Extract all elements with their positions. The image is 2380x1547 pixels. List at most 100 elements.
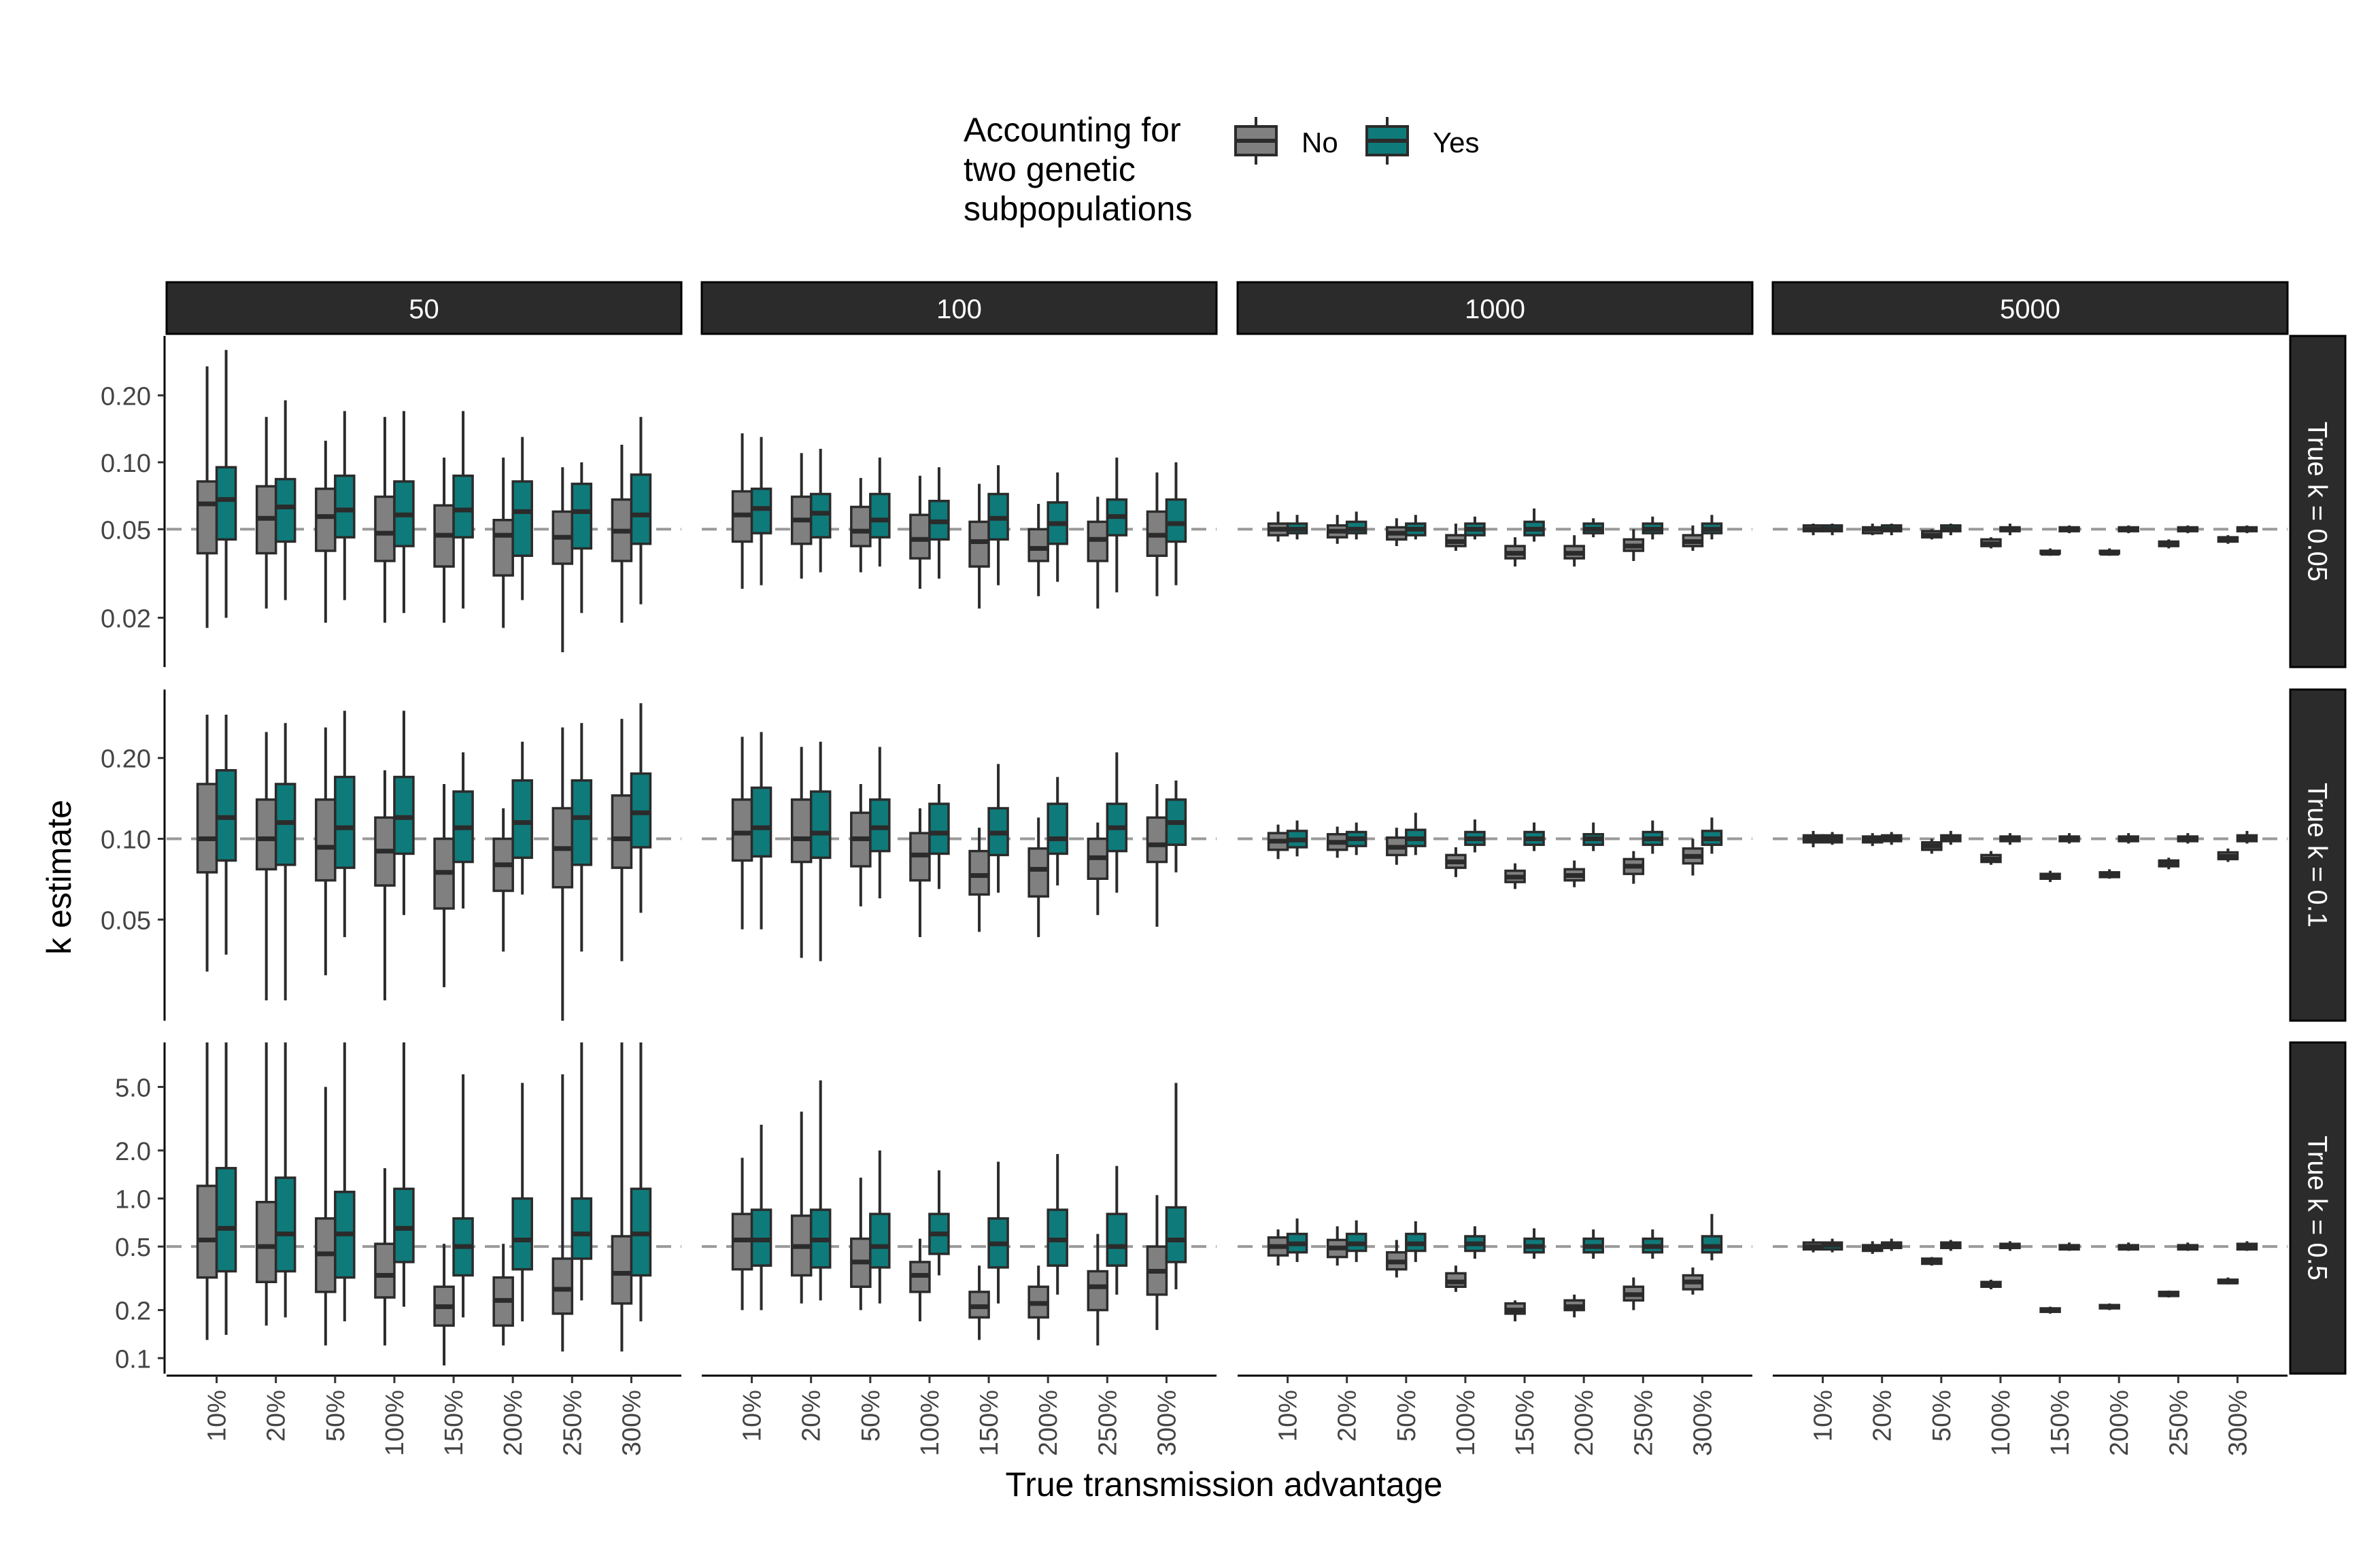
- box-no: [255, 1200, 277, 1284]
- box-no: [492, 519, 514, 577]
- box-no: [255, 798, 277, 871]
- x-tick-label: 300%: [1688, 1390, 1717, 1456]
- box-yes: [1165, 1206, 1187, 1263]
- legend-label-yes: Yes: [1433, 126, 1480, 158]
- x-tick-label: 250%: [2164, 1390, 2193, 1456]
- x-tick-label: 150%: [1511, 1390, 1540, 1456]
- facet-strip-row: [2289, 335, 2347, 668]
- x-tick-label: 10%: [203, 1390, 232, 1442]
- box-no: [315, 488, 337, 552]
- legend-title-line-1: Accounting for: [964, 111, 1181, 149]
- box-yes: [274, 477, 296, 543]
- box-yes: [750, 786, 772, 858]
- facet-strip-row: [2289, 688, 2347, 1022]
- box-yes: [511, 779, 533, 860]
- x-tick-label: 20%: [1869, 1390, 1897, 1442]
- x-tick-label: 250%: [558, 1390, 587, 1456]
- legend-key-yes: [1365, 117, 1409, 165]
- box-yes: [928, 802, 950, 855]
- box-yes: [571, 779, 593, 866]
- facet-strip-row-label: True k = 0.05: [2302, 422, 2332, 581]
- y-tick-label: 0.1: [115, 1345, 151, 1374]
- box-no: [374, 1242, 396, 1299]
- x-tick-label: 300%: [2224, 1390, 2252, 1456]
- box-no: [196, 1185, 218, 1279]
- box-yes: [1047, 802, 1068, 855]
- x-tick-label: 150%: [440, 1390, 469, 1456]
- facet-strip-label: 100: [936, 294, 982, 324]
- box-no: [850, 505, 872, 547]
- box-no: [551, 1257, 574, 1315]
- facet-strip-column: [700, 281, 1218, 335]
- facet-strip-label: 50: [409, 294, 439, 324]
- box-yes: [334, 775, 356, 869]
- box-no: [196, 783, 218, 874]
- facet-strip-column: [1236, 281, 1754, 335]
- x-tick-label: 20%: [798, 1390, 826, 1442]
- x-tick-label: 10%: [1274, 1390, 1303, 1442]
- y-tick-label: 5.0: [115, 1074, 151, 1102]
- box-yes: [511, 1197, 533, 1271]
- box-yes: [809, 492, 832, 539]
- x-tick-label: 200%: [2105, 1390, 2134, 1456]
- x-tick-label: 50%: [1393, 1390, 1421, 1442]
- legend: Accounting for two genetic subpopulation…: [964, 111, 1480, 228]
- box-yes: [215, 466, 237, 541]
- box-no: [1146, 816, 1168, 864]
- box-no: [611, 794, 633, 869]
- box-yes: [809, 790, 832, 860]
- x-tick-label: 200%: [1570, 1390, 1599, 1456]
- x-axis-title: True transmission advantage: [1006, 1465, 1443, 1503]
- facet-strip-label: 1000: [1465, 294, 1525, 324]
- y-axis-title: k estimate: [40, 800, 78, 955]
- box-no: [968, 849, 990, 896]
- box-yes: [750, 488, 772, 534]
- y-tick-label: 0.02: [101, 605, 151, 633]
- box-no: [611, 1235, 633, 1305]
- box-no: [1027, 847, 1049, 898]
- box-no: [374, 495, 396, 562]
- box-no: [315, 798, 337, 882]
- x-tick-label: 50%: [1928, 1390, 1956, 1442]
- y-tick-label: 0.2: [115, 1297, 151, 1326]
- x-tick-label: 250%: [1093, 1390, 1122, 1456]
- facet-strip-column: [165, 281, 683, 335]
- box-no: [196, 480, 218, 555]
- y-tick-label: 0.05: [101, 906, 151, 935]
- x-tick-label: 20%: [1333, 1390, 1362, 1442]
- legend-title-line-2: two genetic: [964, 150, 1136, 188]
- y-tick-label: 1.0: [115, 1186, 151, 1214]
- facet-strip-row-label: True k = 0.1: [2302, 783, 2332, 928]
- facet-strip-row: [2289, 1041, 2347, 1375]
- box-yes: [571, 482, 593, 550]
- box-yes: [869, 492, 891, 539]
- y-tick-label: 0.10: [101, 449, 151, 478]
- box-yes: [452, 474, 474, 539]
- box-yes: [630, 473, 652, 545]
- box-yes: [571, 1197, 593, 1260]
- x-tick-label: 300%: [617, 1390, 646, 1456]
- box-yes: [334, 474, 356, 539]
- box-yes: [393, 1187, 415, 1263]
- y-tick-label: 0.20: [101, 382, 151, 411]
- x-tick-label: 200%: [499, 1390, 528, 1456]
- box-no: [731, 798, 753, 862]
- x-tick-label: 20%: [262, 1390, 291, 1442]
- box-no: [790, 798, 813, 864]
- legend-label-no: No: [1302, 126, 1338, 158]
- box-yes: [1165, 498, 1187, 543]
- box-yes: [1106, 1212, 1128, 1267]
- box-no: [968, 520, 990, 568]
- x-tick-label: 50%: [322, 1390, 350, 1442]
- box-yes: [215, 1167, 237, 1273]
- box-yes: [869, 1212, 891, 1269]
- facet-strip-row-label: True k = 0.5: [2302, 1136, 2332, 1280]
- y-tick-label: 0.10: [101, 826, 151, 855]
- x-tick-label: 100%: [1987, 1390, 2016, 1456]
- x-tick-label: 200%: [1034, 1390, 1063, 1456]
- x-tick-label: 50%: [857, 1390, 885, 1442]
- x-tick-label: 100%: [381, 1390, 409, 1456]
- y-tick-label: 0.05: [101, 516, 151, 545]
- y-tick-label: 0.5: [115, 1234, 151, 1262]
